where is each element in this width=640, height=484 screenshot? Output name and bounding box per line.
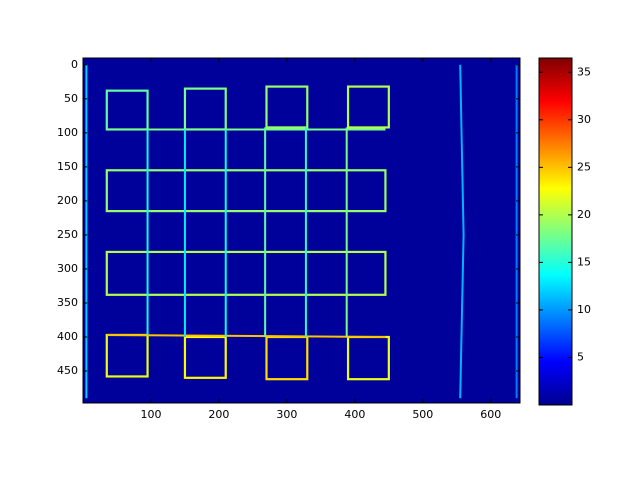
colorbar-tick-label: 20 (577, 208, 591, 221)
square-outline (105, 250, 387, 296)
edge-line (106, 333, 386, 338)
y-tick-label: 400 (57, 330, 78, 343)
x-tick-label: 400 (344, 408, 365, 421)
background (83, 58, 520, 403)
colorbar-tick-label: 35 (577, 65, 591, 78)
y-tick-label: 450 (57, 364, 78, 377)
x-tick-label: 300 (276, 408, 297, 421)
square-outline (105, 169, 387, 213)
colorbar-tick-label: 25 (577, 160, 591, 173)
colorbar-tick-label: 10 (577, 303, 591, 316)
y-tick-label: 0 (71, 58, 78, 71)
edge-line (459, 64, 465, 399)
x-tick-label: 200 (208, 408, 229, 421)
axes-frame (82, 57, 521, 404)
colorbar-tick-label: 5 (577, 350, 584, 363)
image (83, 58, 520, 403)
y-tick-label: 150 (57, 160, 78, 173)
colorbar-tick-label: 30 (577, 113, 591, 126)
y-tick-label: 200 (57, 194, 78, 207)
y-tick-label: 350 (57, 296, 78, 309)
y-tick-label: 300 (57, 262, 78, 275)
x-tick-label: 600 (480, 408, 501, 421)
y-tick-label: 100 (57, 126, 78, 139)
square-outline (265, 85, 309, 129)
square-outline (346, 85, 390, 129)
x-tick-label: 500 (412, 408, 433, 421)
x-tick-label: 100 (140, 408, 161, 421)
y-tick-label: 250 (57, 228, 78, 241)
square-outline (183, 335, 227, 379)
colorbar-tick-label: 15 (577, 255, 591, 268)
colorbar (538, 57, 573, 406)
y-tick-label: 50 (64, 92, 78, 105)
